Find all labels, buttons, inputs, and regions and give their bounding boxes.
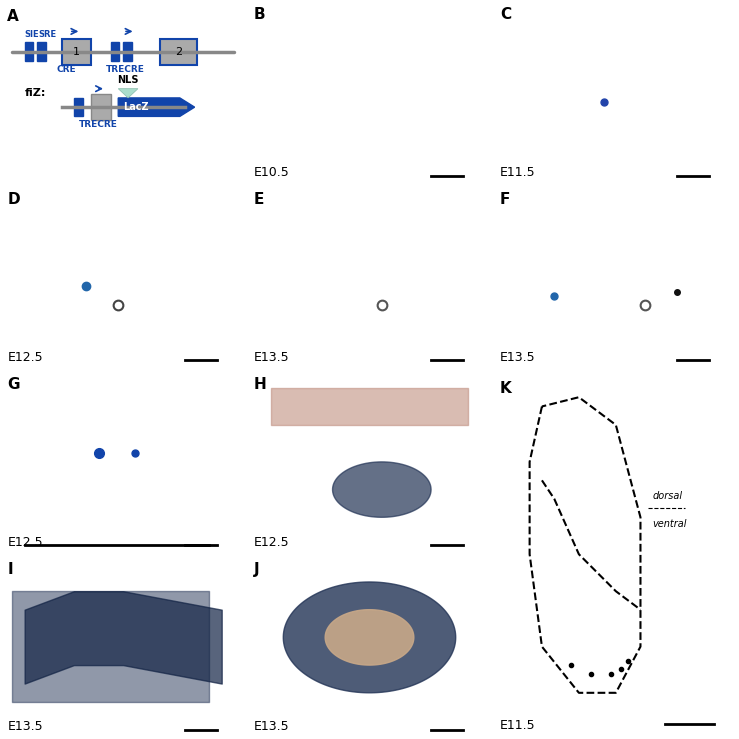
Text: D: D: [7, 192, 20, 207]
Polygon shape: [283, 582, 456, 692]
Text: LacZ: LacZ: [123, 102, 149, 112]
Text: TRECRE: TRECRE: [106, 65, 145, 74]
Text: SRE: SRE: [38, 30, 56, 39]
Polygon shape: [118, 89, 138, 98]
FancyBboxPatch shape: [123, 42, 132, 61]
Text: E12.5: E12.5: [253, 536, 290, 548]
Text: 2: 2: [175, 47, 182, 57]
Text: A: A: [7, 9, 19, 24]
FancyBboxPatch shape: [91, 94, 111, 120]
Text: E: E: [253, 192, 264, 207]
Text: 1: 1: [73, 47, 80, 57]
Text: E10.5: E10.5: [253, 166, 290, 179]
Text: K: K: [500, 381, 512, 395]
Text: G: G: [7, 377, 20, 392]
Text: B: B: [253, 7, 265, 22]
Text: E13.5: E13.5: [253, 721, 290, 733]
Polygon shape: [333, 462, 431, 517]
Text: CRE: CRE: [57, 65, 76, 74]
Text: E11.5: E11.5: [500, 718, 536, 732]
FancyBboxPatch shape: [24, 42, 33, 61]
Text: H: H: [253, 377, 267, 392]
FancyBboxPatch shape: [37, 42, 46, 61]
Text: E13.5: E13.5: [500, 351, 536, 364]
FancyBboxPatch shape: [74, 98, 83, 116]
Text: TRECRE: TRECRE: [79, 120, 118, 129]
Text: E13.5: E13.5: [253, 351, 290, 364]
Text: ventral: ventral: [653, 519, 687, 528]
FancyBboxPatch shape: [111, 42, 120, 61]
Text: fiZ:: fiZ:: [24, 88, 46, 98]
Polygon shape: [325, 610, 414, 665]
Text: E13.5: E13.5: [7, 721, 43, 733]
Text: F: F: [500, 192, 511, 207]
Text: dorsal: dorsal: [653, 491, 683, 501]
Text: J: J: [253, 562, 259, 576]
Text: E12.5: E12.5: [7, 536, 43, 548]
FancyBboxPatch shape: [61, 38, 91, 64]
Text: E11.5: E11.5: [500, 166, 536, 179]
FancyArrow shape: [118, 98, 194, 116]
Text: E12.5: E12.5: [7, 351, 43, 364]
Text: SIE: SIE: [24, 30, 39, 39]
Text: NLS: NLS: [118, 75, 139, 85]
Text: I: I: [7, 562, 13, 576]
FancyBboxPatch shape: [160, 38, 197, 64]
Text: C: C: [500, 7, 511, 22]
